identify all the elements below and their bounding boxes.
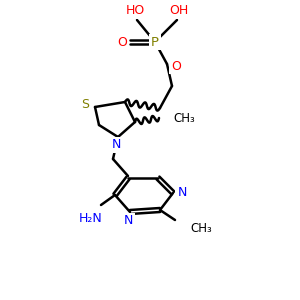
- Text: HO: HO: [125, 4, 145, 17]
- Text: CH₃: CH₃: [190, 221, 212, 235]
- Text: CH₃: CH₃: [173, 112, 195, 124]
- Text: N: N: [123, 214, 133, 227]
- Text: H₂N: H₂N: [79, 212, 103, 226]
- Text: P: P: [151, 35, 159, 49]
- Text: S: S: [81, 98, 89, 112]
- Text: O: O: [171, 59, 181, 73]
- Text: N: N: [177, 185, 187, 199]
- Text: N: N: [111, 139, 121, 152]
- Text: O: O: [117, 35, 127, 49]
- Text: OH: OH: [169, 4, 189, 17]
